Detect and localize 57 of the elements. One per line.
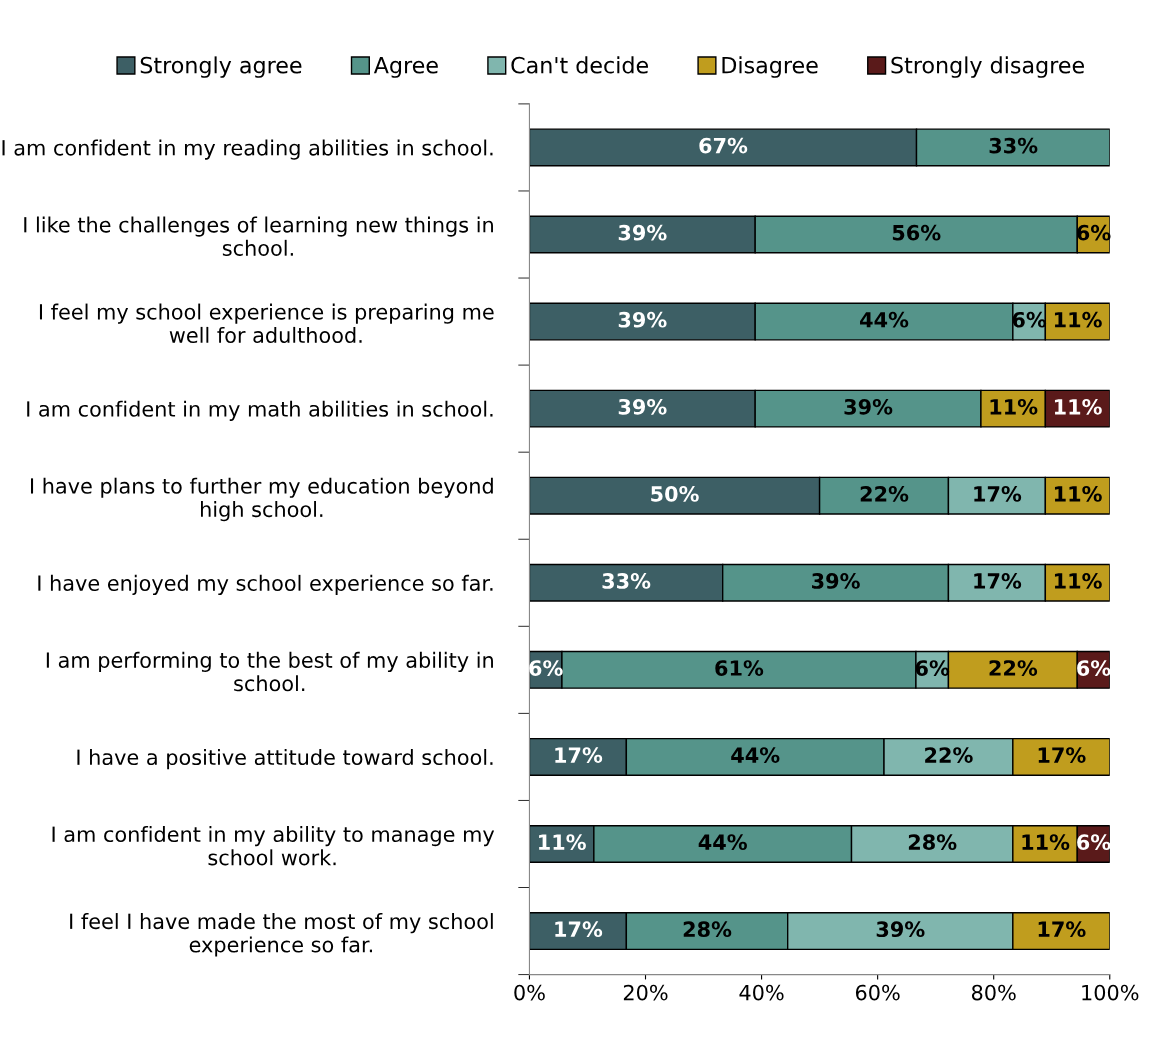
data-label: 11% xyxy=(1054,311,1102,328)
data-label: 28% xyxy=(908,834,957,851)
data-label: 33% xyxy=(989,137,1038,154)
data-label: 39% xyxy=(876,921,925,938)
data-label: 6% xyxy=(1077,834,1111,851)
y-tick-label: I feel my school experience is preparing me well for adulthood. xyxy=(39,303,494,344)
x-tick-label: 100% xyxy=(1082,984,1139,1001)
legend-label: Can't decide xyxy=(511,56,648,74)
legend-label: Strongly agree xyxy=(140,56,302,78)
y-tick-label: I am confident in my ability to manage my school work. xyxy=(52,825,495,866)
data-label: 44% xyxy=(731,747,780,763)
x-tick-label: 80% xyxy=(971,984,1016,1001)
data-label: 11% xyxy=(990,398,1038,415)
y-tick-label: I feel I have made the most of my school experience so far. xyxy=(70,913,493,957)
y-tick-label: I like the challenges of learning new things in school. xyxy=(24,216,493,256)
data-label: 39% xyxy=(844,398,893,415)
data-label: 17% xyxy=(1038,921,1086,938)
data-label: 6% xyxy=(1077,660,1111,676)
data-label: 22% xyxy=(989,660,1038,676)
data-label: 56% xyxy=(892,224,941,241)
data-label: 11% xyxy=(1054,398,1102,415)
x-tick-label: 40% xyxy=(739,984,784,1001)
data-label: 17% xyxy=(974,485,1022,502)
data-label: 11% xyxy=(1054,573,1102,589)
data-label: 11% xyxy=(539,834,586,851)
y-tick-label: I have a positive attitude toward school. xyxy=(77,749,493,770)
x-tick-label: 60% xyxy=(855,984,900,1001)
legend-label: Disagree xyxy=(722,56,818,78)
data-label: 44% xyxy=(860,311,909,328)
data-label: 11% xyxy=(1054,485,1102,502)
data-label: 17% xyxy=(555,921,603,938)
data-label: 61% xyxy=(715,660,764,676)
data-label: 39% xyxy=(812,573,860,589)
data-label: 33% xyxy=(602,573,651,589)
data-label: 39% xyxy=(618,398,667,415)
data-label: 50% xyxy=(651,485,699,502)
legend-label: Strongly disagree xyxy=(891,56,1084,78)
legend-label: Agree xyxy=(373,57,438,78)
y-tick-label: I am performing to the best of my ability in school. xyxy=(46,651,493,692)
data-label: 22% xyxy=(925,747,973,763)
y-tick-label: I have enjoyed my school experience so far. xyxy=(38,574,493,596)
data-label: 17% xyxy=(555,747,603,763)
data-label: 11% xyxy=(1022,834,1070,851)
data-label: 22% xyxy=(860,485,909,502)
y-tick-label: I am confident in my math abilities in school. xyxy=(27,400,493,421)
x-tick-label: 20% xyxy=(623,984,668,1001)
data-label: 44% xyxy=(698,834,747,851)
x-tick-label: 0% xyxy=(514,984,545,1001)
y-tick-label: I am confident in my reading abilities in school. xyxy=(2,139,493,160)
data-label: 17% xyxy=(1038,747,1086,763)
y-tick-label: I have plans to further my education beyond high school. xyxy=(31,477,493,522)
data-label: 67% xyxy=(699,137,748,154)
data-label: 39% xyxy=(618,311,667,328)
data-label: 39% xyxy=(618,224,667,241)
data-label: 6% xyxy=(529,660,563,676)
data-label: 28% xyxy=(683,921,732,938)
data-label: 17% xyxy=(974,573,1022,589)
